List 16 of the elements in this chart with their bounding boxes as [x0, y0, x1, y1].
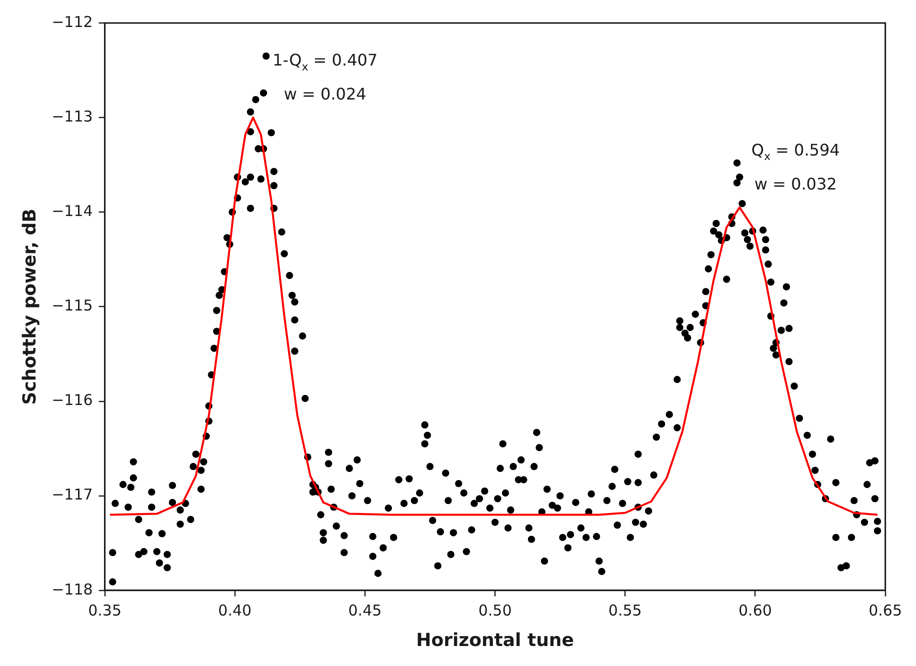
x-tick-label: 0.55: [608, 601, 642, 620]
x-tick-label: 0.65: [868, 601, 902, 620]
y-tick-label: −114: [52, 202, 93, 220]
x-tick-label: 0.60: [738, 601, 772, 620]
x-tick-label: 0.50: [478, 601, 512, 620]
y-tick-label: −117: [52, 486, 93, 504]
y-tick-label: −118: [52, 580, 93, 598]
y-tick-label: −113: [52, 107, 93, 126]
x-tick-label: 0.35: [88, 601, 122, 620]
x-axis-title: Horizontal tune: [416, 630, 574, 651]
y-tick-label: −112: [52, 12, 93, 31]
y-tick-label: −115: [52, 296, 93, 315]
y-tick-label: −116: [52, 391, 93, 410]
x-tick-label: 0.45: [348, 601, 382, 620]
y-axis-title: Schottky power, dB: [19, 208, 40, 405]
x-tick-label: 0.40: [218, 601, 252, 620]
